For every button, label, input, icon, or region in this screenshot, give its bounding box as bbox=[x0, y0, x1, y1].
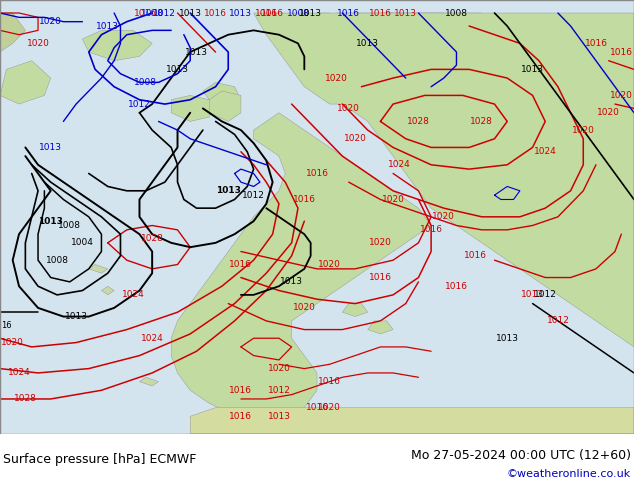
Text: 1013: 1013 bbox=[38, 217, 63, 226]
Text: 1013: 1013 bbox=[521, 65, 544, 74]
Text: 1016: 1016 bbox=[420, 225, 443, 234]
Text: 1016: 1016 bbox=[255, 8, 278, 18]
Text: 1016: 1016 bbox=[261, 8, 284, 18]
Text: 1028: 1028 bbox=[141, 234, 164, 243]
Polygon shape bbox=[203, 91, 241, 122]
Polygon shape bbox=[0, 61, 51, 104]
Text: 1008: 1008 bbox=[141, 8, 164, 18]
Text: 1016: 1016 bbox=[369, 8, 392, 18]
Text: 1016: 1016 bbox=[337, 8, 360, 18]
Text: 1016: 1016 bbox=[610, 48, 633, 56]
Polygon shape bbox=[336, 87, 361, 104]
Text: 1020: 1020 bbox=[318, 403, 341, 412]
Bar bbox=[0, 434, 634, 484]
Text: 1012: 1012 bbox=[153, 8, 176, 18]
Text: 1016: 1016 bbox=[293, 195, 316, 204]
Text: 1024: 1024 bbox=[141, 334, 164, 343]
Text: 1028: 1028 bbox=[407, 117, 430, 126]
Text: Mo 27-05-2024 00:00 UTC (12+60): Mo 27-05-2024 00:00 UTC (12+60) bbox=[411, 449, 631, 462]
Text: 1012: 1012 bbox=[547, 317, 569, 325]
Text: 1028: 1028 bbox=[14, 394, 37, 403]
Polygon shape bbox=[139, 377, 158, 386]
Polygon shape bbox=[101, 286, 114, 295]
Text: 1016: 1016 bbox=[230, 260, 252, 269]
Text: 1013: 1013 bbox=[39, 143, 62, 152]
Text: 1016: 1016 bbox=[230, 386, 252, 395]
Text: ©weatheronline.co.uk: ©weatheronline.co.uk bbox=[507, 468, 631, 479]
Text: 1020: 1020 bbox=[382, 195, 404, 204]
Polygon shape bbox=[203, 82, 241, 108]
Text: 1016: 1016 bbox=[369, 273, 392, 282]
Text: 1013: 1013 bbox=[496, 334, 519, 343]
Text: 1008: 1008 bbox=[445, 8, 468, 18]
Text: 1020: 1020 bbox=[337, 104, 360, 113]
Text: 1013: 1013 bbox=[230, 8, 252, 18]
Text: 1020: 1020 bbox=[268, 364, 290, 373]
Polygon shape bbox=[171, 96, 209, 122]
Text: 1016: 1016 bbox=[306, 403, 328, 412]
Text: 1016: 1016 bbox=[318, 377, 341, 386]
Text: 1020: 1020 bbox=[610, 91, 633, 100]
Text: 1020: 1020 bbox=[318, 260, 341, 269]
Text: 1013: 1013 bbox=[96, 22, 119, 30]
Text: 1020: 1020 bbox=[27, 39, 49, 48]
Text: 1016: 1016 bbox=[134, 8, 157, 18]
Polygon shape bbox=[368, 321, 393, 334]
Text: 1008: 1008 bbox=[134, 78, 157, 87]
Text: 1013: 1013 bbox=[268, 412, 290, 421]
Text: 1012: 1012 bbox=[242, 191, 265, 199]
Polygon shape bbox=[82, 30, 152, 61]
Polygon shape bbox=[254, 13, 634, 347]
Text: 1008: 1008 bbox=[46, 256, 68, 265]
Text: 1013: 1013 bbox=[216, 186, 241, 196]
Text: 1013: 1013 bbox=[280, 277, 303, 286]
Text: 1013: 1013 bbox=[521, 291, 544, 299]
Text: 1013: 1013 bbox=[65, 312, 87, 321]
Text: 1020: 1020 bbox=[39, 17, 62, 26]
Text: 1008: 1008 bbox=[287, 8, 309, 18]
Polygon shape bbox=[0, 13, 25, 52]
Text: 1004: 1004 bbox=[71, 238, 94, 247]
Text: 1024: 1024 bbox=[534, 147, 557, 156]
Polygon shape bbox=[171, 113, 431, 416]
Text: 1016: 1016 bbox=[445, 282, 468, 291]
Text: 1013̇: 1013̇ bbox=[166, 65, 189, 74]
Text: 1024: 1024 bbox=[8, 368, 30, 377]
Text: 1020: 1020 bbox=[597, 108, 620, 117]
Text: 1012: 1012 bbox=[268, 386, 290, 395]
Polygon shape bbox=[304, 13, 380, 87]
Text: 1024: 1024 bbox=[388, 160, 411, 169]
Text: 1024: 1024 bbox=[122, 291, 145, 299]
Text: 1020: 1020 bbox=[325, 74, 347, 82]
Text: 1016: 1016 bbox=[204, 8, 227, 18]
Text: 1013: 1013 bbox=[394, 8, 417, 18]
Text: 1020: 1020 bbox=[432, 212, 455, 221]
Polygon shape bbox=[380, 13, 482, 70]
Text: 1013: 1013 bbox=[299, 8, 322, 18]
Text: 16: 16 bbox=[1, 321, 11, 330]
Polygon shape bbox=[89, 265, 108, 273]
Text: 1028: 1028 bbox=[470, 117, 493, 126]
Polygon shape bbox=[0, 0, 634, 434]
Text: 1020: 1020 bbox=[344, 134, 366, 143]
Text: 1016: 1016 bbox=[306, 169, 328, 178]
Text: 1016: 1016 bbox=[230, 412, 252, 421]
Text: 1020: 1020 bbox=[1, 338, 24, 347]
Text: 1020: 1020 bbox=[369, 238, 392, 247]
Polygon shape bbox=[342, 304, 368, 317]
Text: 1012: 1012 bbox=[534, 291, 557, 299]
Text: 1016: 1016 bbox=[464, 251, 487, 260]
Text: 1016: 1016 bbox=[585, 39, 607, 48]
Polygon shape bbox=[336, 13, 469, 52]
Text: 1020: 1020 bbox=[572, 125, 595, 135]
Text: 1020: 1020 bbox=[293, 303, 316, 313]
Text: 1008: 1008 bbox=[58, 221, 81, 230]
Text: 1013: 1013 bbox=[179, 8, 202, 18]
Text: 1013: 1013 bbox=[356, 39, 379, 48]
Text: 1013: 1013 bbox=[185, 48, 208, 56]
Polygon shape bbox=[190, 408, 634, 434]
Text: 1012: 1012 bbox=[128, 99, 151, 109]
Text: Surface pressure [hPa] ECMWF: Surface pressure [hPa] ECMWF bbox=[3, 453, 197, 466]
